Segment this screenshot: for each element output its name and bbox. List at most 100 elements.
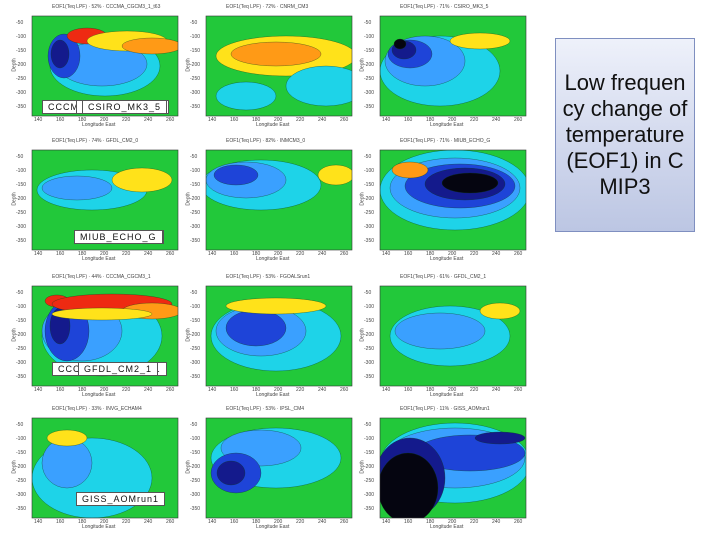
x-tick-label: 260: [166, 251, 175, 257]
x-axis-label: Longitude East: [256, 122, 290, 128]
y-tick-label: -150: [364, 182, 375, 188]
x-tick-label: 140: [34, 251, 43, 257]
x-axis-label: Longitude East: [82, 256, 116, 262]
x-tick-label: 160: [404, 117, 413, 123]
x-tick-label: 200: [100, 117, 109, 123]
x-tick-label: 260: [514, 519, 523, 525]
x-tick-label: 240: [318, 117, 327, 123]
y-tick-label: -150: [190, 318, 201, 324]
x-tick-label: 220: [470, 387, 479, 393]
y-tick-label: -200: [364, 332, 375, 338]
x-tick-label: 240: [144, 117, 153, 123]
contour-plot: [379, 15, 527, 117]
y-tick-label: -50: [364, 422, 372, 428]
x-tick-label: 260: [166, 519, 175, 525]
y-tick-label: -300: [190, 360, 201, 366]
y-tick-label: -250: [364, 346, 375, 352]
x-tick-label: 260: [340, 117, 349, 123]
y-axis-label: Depth: [185, 192, 192, 206]
panel-header: EOF1(Teq LPF) · 52% · CCCMA_CGCM3_1_t63: [52, 4, 161, 10]
panel-header: EOF1(Teq LPF) · 74% · GFDL_CM2_0: [52, 138, 139, 144]
x-tick-label: 160: [230, 387, 239, 393]
y-tick-label: -50: [16, 20, 24, 26]
x-tick-label: 140: [34, 117, 43, 123]
y-tick-label: -50: [16, 154, 24, 160]
x-tick-label: 180: [78, 251, 87, 257]
model-label: CSIRO_MK3_5: [82, 100, 168, 114]
y-tick-label: -250: [364, 478, 375, 484]
contour-region: [393, 38, 407, 50]
x-tick-label: 240: [318, 251, 327, 257]
eof-panel: EOF1(Teq LPF) · 71% · CSIRO_MK3_5 -50 -100…: [82, 2, 530, 128]
contour-plot: [205, 417, 353, 519]
y-tick-label: -50: [190, 290, 198, 296]
y-tick-label: -200: [16, 332, 27, 338]
y-tick-label: -250: [364, 76, 375, 82]
plot-frame: [31, 15, 179, 117]
x-tick-label: 200: [448, 519, 457, 525]
x-tick-label: 240: [492, 117, 501, 123]
contour-region: [449, 32, 511, 50]
y-tick-label: -250: [16, 76, 27, 82]
plot-frame: [31, 285, 179, 387]
panel-header: EOF1(Teq LPF) · 82% · INMCM3_0: [226, 138, 306, 144]
x-tick-label: 200: [448, 387, 457, 393]
x-tick-label: 240: [144, 251, 153, 257]
plot-frame: [205, 285, 353, 387]
eof-panel: EOF1(Teq LPF) · 33% · INVG_ECHAM4 -50 -100…: [12, 404, 182, 530]
contour-plot: [379, 285, 527, 387]
y-tick-label: -150: [16, 182, 27, 188]
plot-frame: [31, 417, 179, 519]
contour-region: [285, 65, 352, 107]
contour-region: [474, 431, 526, 445]
x-tick-label: 160: [404, 519, 413, 525]
y-tick-label: -200: [190, 464, 201, 470]
x-tick-label: 140: [208, 117, 217, 123]
y-tick-label: -100: [190, 436, 201, 442]
y-tick-label: -350: [190, 104, 201, 110]
y-tick-label: -250: [16, 210, 27, 216]
y-tick-label: -250: [190, 346, 201, 352]
panel-header: EOF1(Teq LPF) · 72% · CNRM_CM3: [226, 4, 309, 10]
y-tick-label: -50: [190, 422, 198, 428]
y-tick-label: -200: [16, 196, 27, 202]
y-tick-label: -150: [16, 450, 27, 456]
x-tick-label: 240: [144, 387, 153, 393]
eof-panel: EOF1(Teq LPF) · 72% · CNRM_CM3 -50 -100 -15…: [76, 2, 356, 128]
y-tick-label: -350: [16, 374, 27, 380]
y-tick-label: -200: [190, 332, 201, 338]
contour-region: [391, 161, 429, 179]
y-tick-label: -300: [190, 224, 201, 230]
y-tick-label: -100: [364, 34, 375, 40]
x-tick-label: 160: [230, 117, 239, 123]
y-tick-label: -250: [190, 478, 201, 484]
x-tick-label: 220: [296, 117, 305, 123]
y-tick-label: -350: [364, 104, 375, 110]
model-label: GISS_AOMrun1: [76, 492, 166, 506]
y-tick-label: -150: [364, 450, 375, 456]
x-tick-label: 240: [318, 387, 327, 393]
y-tick-label: -150: [190, 450, 201, 456]
y-tick-label: -250: [364, 210, 375, 216]
y-tick-label: -300: [364, 360, 375, 366]
x-tick-label: 140: [382, 387, 391, 393]
side-title: Low frequency change of temperature (EOF…: [562, 70, 688, 199]
panel-header: EOF1(Teq LPF) · 33% · INVG_ECHAM4: [52, 406, 142, 412]
contour-region: [51, 307, 153, 321]
contour-region: [121, 37, 178, 55]
contour-region: [111, 167, 173, 193]
y-tick-label: -100: [16, 436, 27, 442]
plot-frame: [379, 417, 527, 519]
y-tick-label: -150: [190, 48, 201, 54]
x-tick-label: 140: [208, 387, 217, 393]
y-axis-label: Depth: [359, 460, 366, 474]
eof-panel: EOF1(Teq LPF) · 71% · MIUB_ECHO_G -50 -100…: [74, 136, 530, 262]
contour-region: [230, 41, 322, 67]
panel-header: EOF1(Teq LPF) · 53% · FGOALSrun1: [226, 274, 311, 280]
y-tick-label: -300: [364, 492, 375, 498]
x-tick-label: 200: [100, 251, 109, 257]
x-tick-label: 180: [252, 387, 261, 393]
y-tick-label: -350: [364, 374, 375, 380]
y-axis-label: Depth: [185, 328, 192, 342]
y-tick-label: -150: [364, 318, 375, 324]
